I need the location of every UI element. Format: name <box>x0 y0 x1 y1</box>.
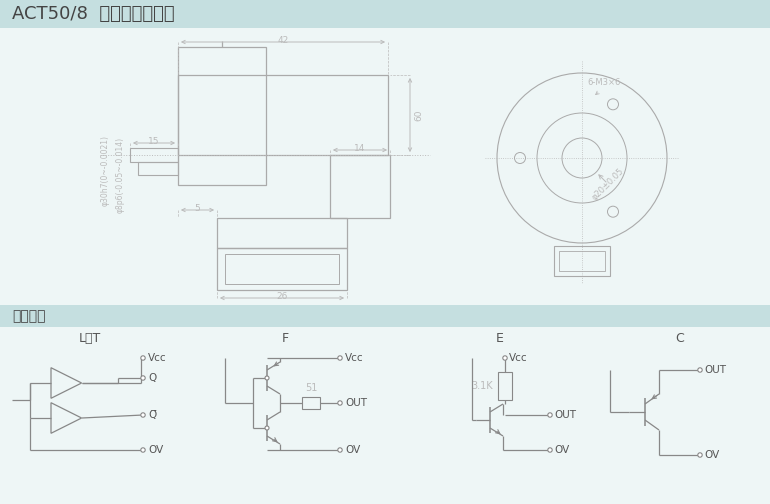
Bar <box>217 218 347 248</box>
Circle shape <box>698 368 702 372</box>
Bar <box>225 254 339 284</box>
Text: E: E <box>496 332 504 345</box>
Text: OV: OV <box>704 450 719 460</box>
Text: Vcc: Vcc <box>509 353 527 363</box>
Text: 42: 42 <box>277 36 289 45</box>
Circle shape <box>141 448 146 452</box>
Text: φ30h7(0~-0.0021): φ30h7(0~-0.0021) <box>101 135 109 206</box>
Bar <box>302 397 320 409</box>
Text: 60: 60 <box>414 109 423 121</box>
Text: 3.1K: 3.1K <box>471 381 493 391</box>
Text: OV: OV <box>345 445 360 455</box>
Circle shape <box>141 376 146 380</box>
Bar <box>0 305 770 327</box>
Text: Q̅: Q̅ <box>148 410 156 420</box>
Text: OUT: OUT <box>554 410 576 420</box>
Circle shape <box>503 356 507 360</box>
Circle shape <box>338 448 342 452</box>
Bar <box>217 248 347 290</box>
Bar <box>138 162 178 175</box>
Text: φ20±0.05: φ20±0.05 <box>590 166 625 202</box>
Bar <box>559 251 605 271</box>
Circle shape <box>547 448 552 452</box>
Text: OV: OV <box>148 445 163 455</box>
Circle shape <box>141 356 146 360</box>
Circle shape <box>547 413 552 417</box>
Circle shape <box>141 413 146 417</box>
Text: φ8p6(-0.05~-0.014): φ8p6(-0.05~-0.014) <box>116 137 125 213</box>
Bar <box>554 246 610 276</box>
Text: L、T: L、T <box>79 332 101 345</box>
Text: 14: 14 <box>354 144 366 153</box>
Text: 输出电路: 输出电路 <box>12 309 45 323</box>
Text: 51: 51 <box>305 383 317 393</box>
Circle shape <box>265 376 269 380</box>
Text: 15: 15 <box>149 137 159 146</box>
Text: Vcc: Vcc <box>345 353 363 363</box>
Text: F: F <box>282 332 289 345</box>
Text: OV: OV <box>554 445 569 455</box>
Bar <box>178 47 266 185</box>
Text: 26: 26 <box>276 292 288 301</box>
Text: OUT: OUT <box>345 398 367 408</box>
Text: ACT50/8  电缆航插侧出型: ACT50/8 电缆航插侧出型 <box>12 5 175 23</box>
Circle shape <box>265 426 269 430</box>
Circle shape <box>338 401 342 405</box>
Text: C: C <box>675 332 685 345</box>
Text: Q: Q <box>148 373 156 383</box>
Text: OUT: OUT <box>704 365 726 375</box>
Circle shape <box>338 356 342 360</box>
Text: 6-M3×6: 6-M3×6 <box>587 78 621 87</box>
Bar <box>130 148 178 162</box>
Text: Vcc: Vcc <box>148 353 166 363</box>
Text: 5: 5 <box>195 204 200 213</box>
Bar <box>0 0 770 28</box>
Bar <box>498 372 512 400</box>
Circle shape <box>698 453 702 457</box>
Bar <box>330 155 390 218</box>
Bar <box>178 75 388 155</box>
